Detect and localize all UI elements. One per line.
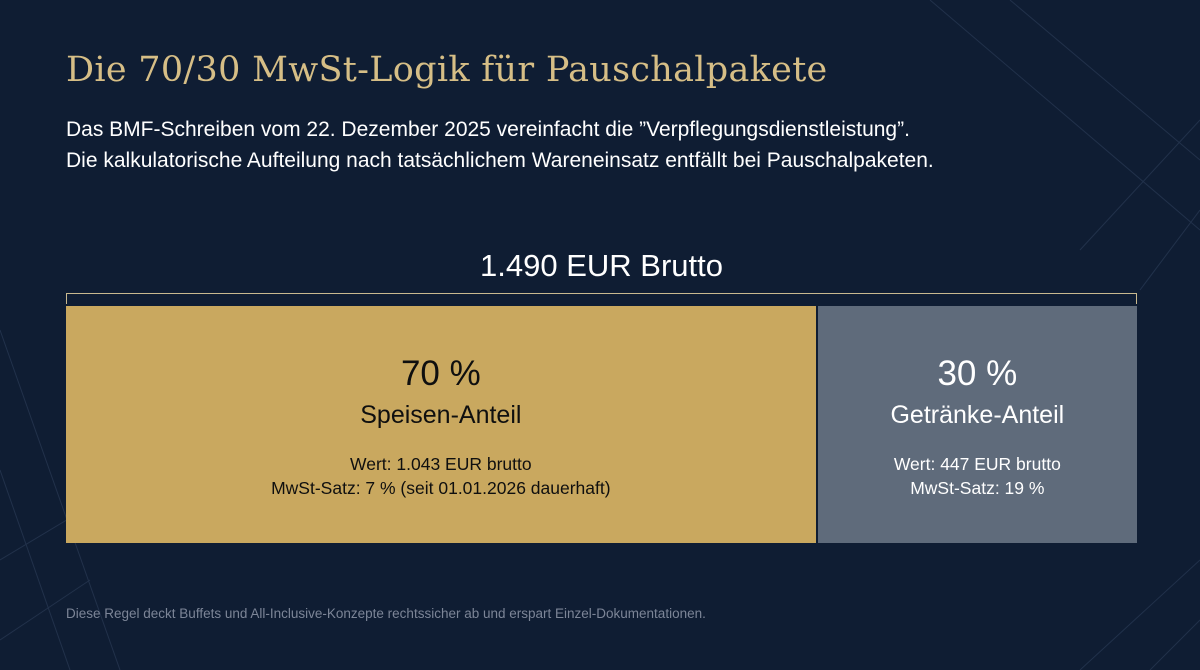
drinks-vat-rate: MwSt-Satz: 19 % [910,478,1045,498]
food-value: Wert: 1.043 EUR brutto [350,454,532,474]
total-bracket [66,293,1137,304]
food-details: Wert: 1.043 EUR brutto MwSt-Satz: 7 % (s… [271,452,610,500]
footer-note: Diese Regel deckt Buffets und All-Inclus… [66,606,706,621]
drinks-percent: 30 % [937,354,1018,393]
drinks-details: Wert: 447 EUR brutto MwSt-Satz: 19 % [894,452,1061,500]
drinks-value: Wert: 447 EUR brutto [893,454,1061,474]
subtitle-line-2: Die kalkulatorische Aufteilung nach tats… [66,149,934,172]
food-percent: 70 % [400,354,481,393]
split-bar: 70 % Speisen-Anteil Wert: 1.043 EUR brut… [66,306,1137,543]
total-gross-label: 1.490 EUR Brutto [480,248,723,283]
food-vat-rate: MwSt-Satz: 7 % (seit 01.01.2026 dauerhaf… [271,478,611,498]
food-label: Speisen-Anteil [360,401,522,429]
drinks-label: Getränke-Anteil [890,401,1065,429]
food-segment: 70 % Speisen-Anteil Wert: 1.043 EUR brut… [66,306,816,543]
drinks-segment: 30 % Getränke-Anteil Wert: 447 EUR brutt… [815,306,1137,543]
page-title: Die 70/30 MwSt-Logik für Pauschalpakete [66,50,828,90]
subtitle: Das BMF-Schreiben vom 22. Dezember 2025 … [66,114,934,176]
subtitle-line-1: Das BMF-Schreiben vom 22. Dezember 2025 … [66,118,910,141]
